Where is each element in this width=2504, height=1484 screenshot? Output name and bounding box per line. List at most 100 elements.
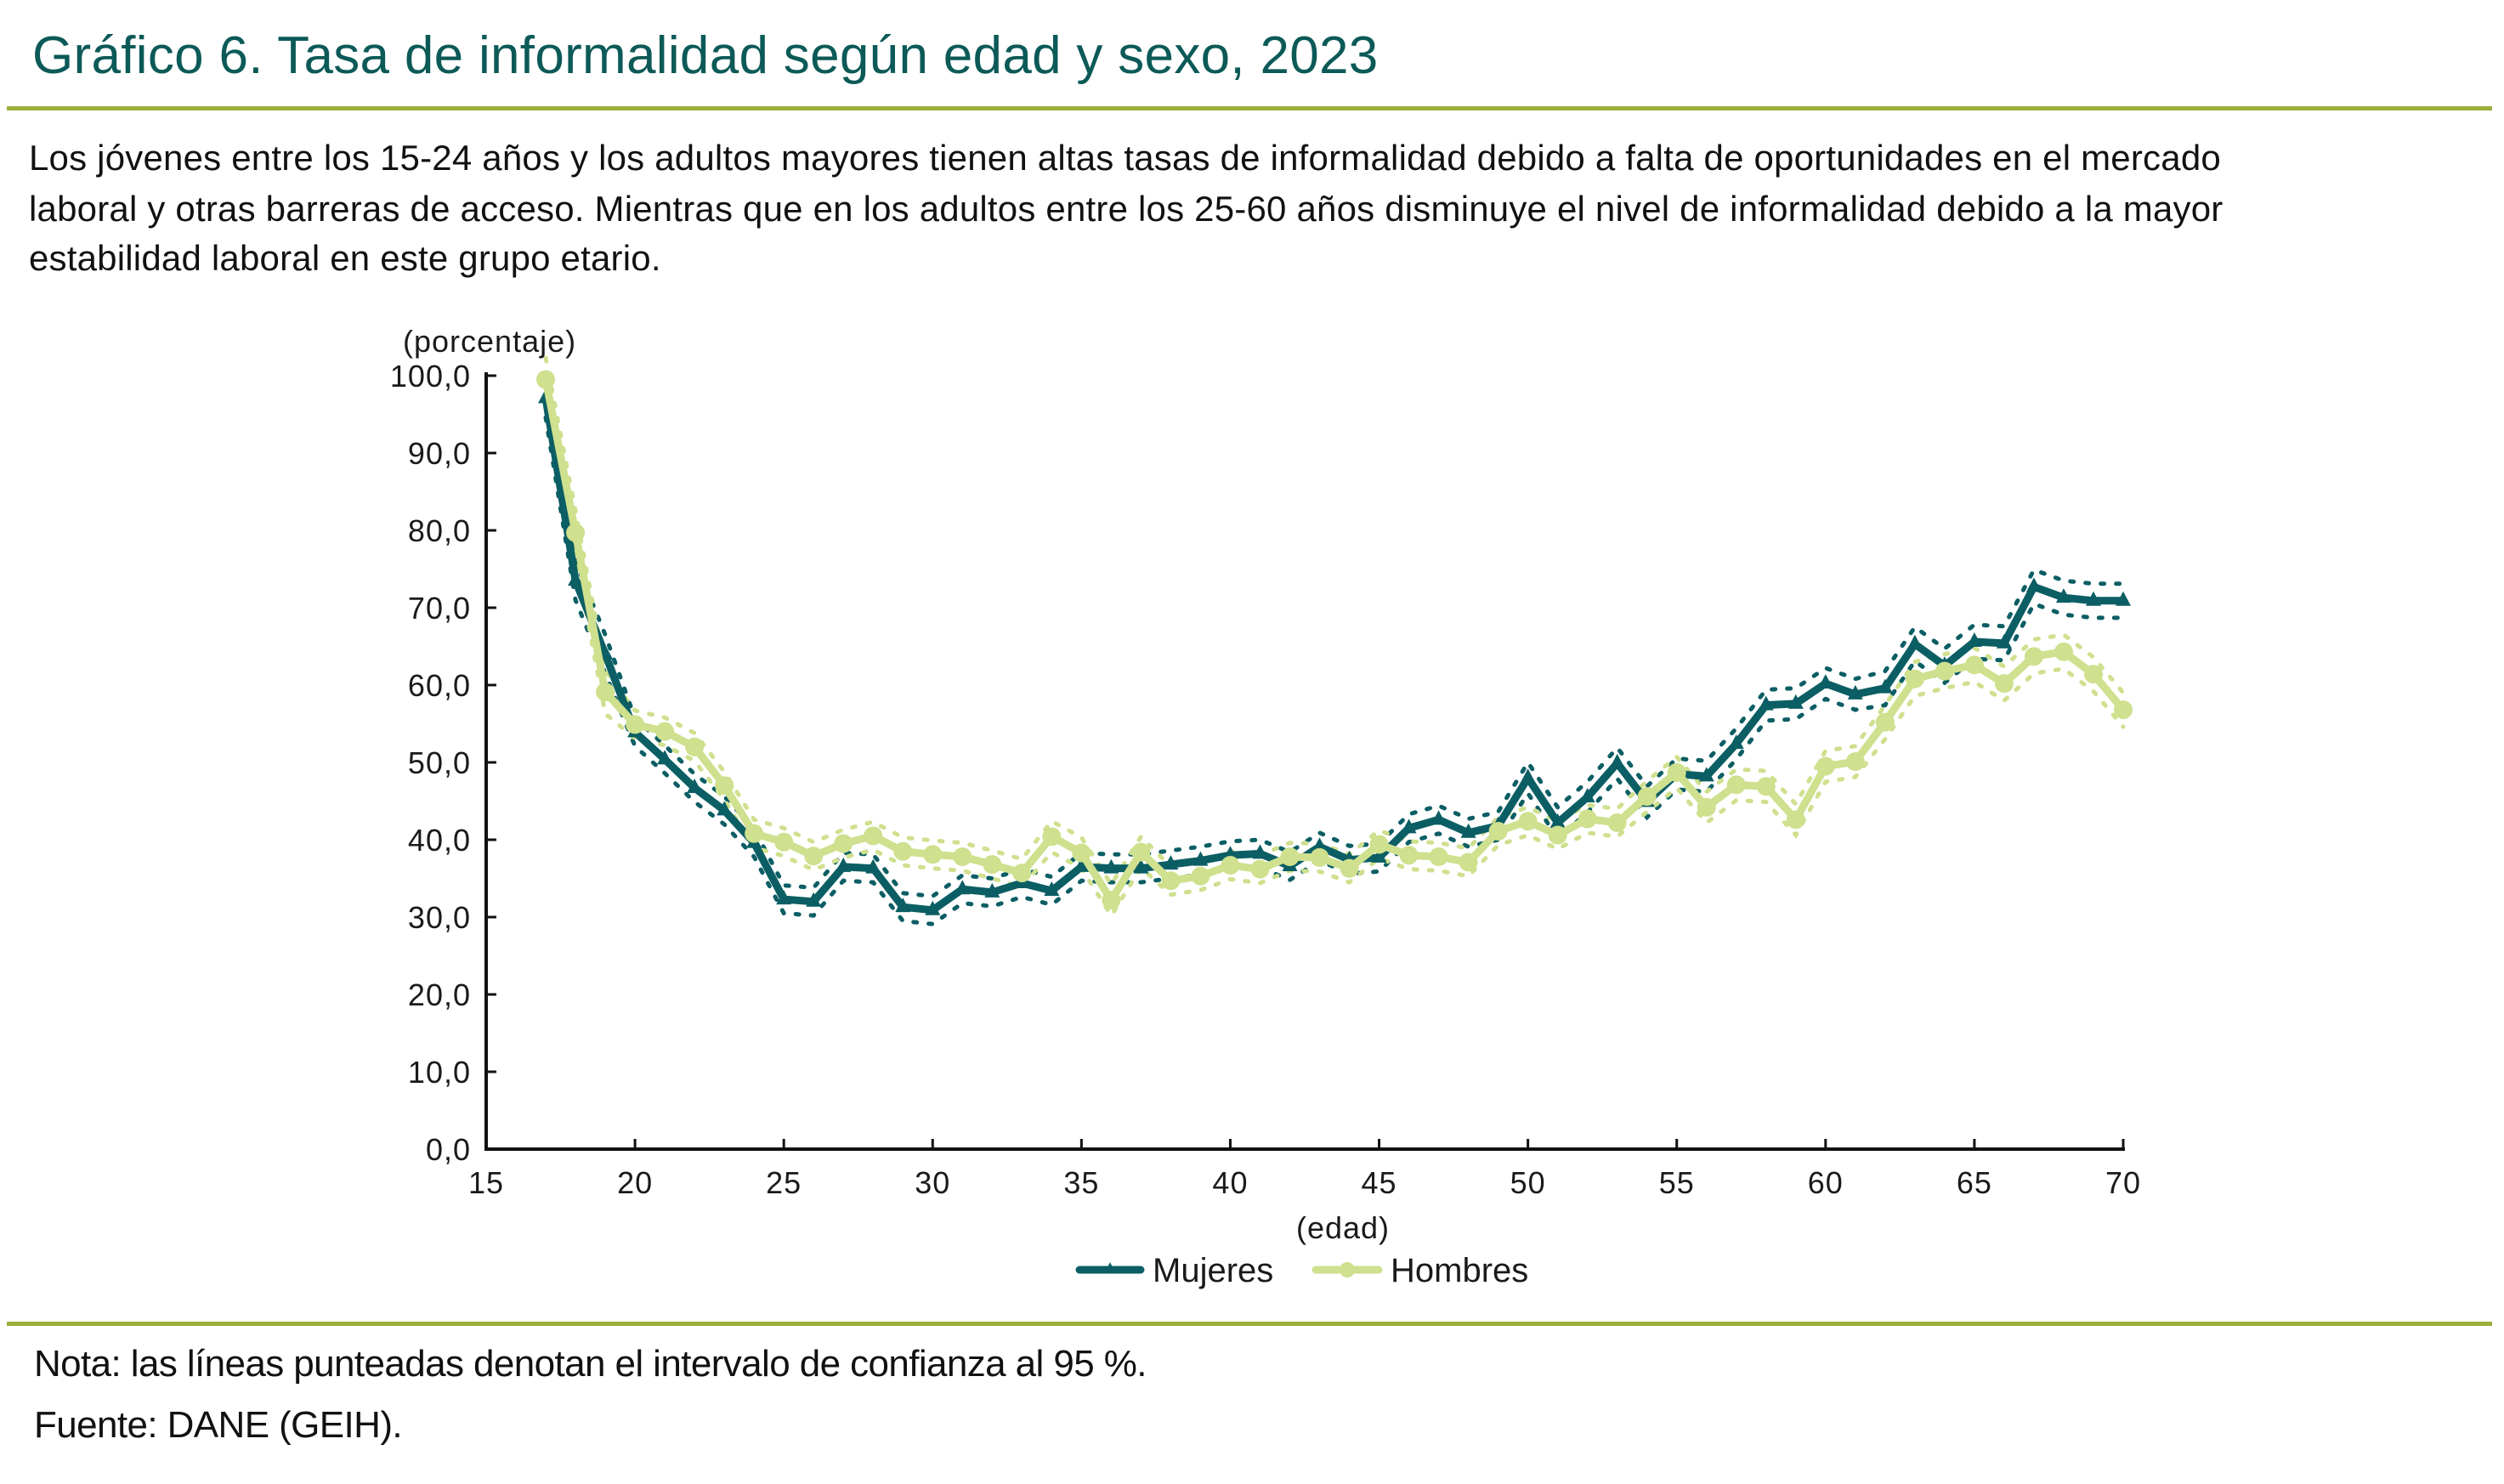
y-tick-label: 80,0 [408, 513, 471, 548]
data-point [1488, 821, 1508, 841]
axes: 0,0 10,0 20,0 30,0 40,0 50,0 60,0 70,0 80,0 90,0 1… [390, 359, 2140, 1200]
x-tick-label: 60 [1808, 1165, 1844, 1200]
data-point [1369, 835, 1389, 854]
data-point [2024, 647, 2043, 666]
data-point [626, 715, 645, 734]
data-point [984, 882, 1000, 898]
series-hombres [536, 370, 2133, 909]
x-tick-label: 20 [617, 1165, 653, 1200]
x-tick-label: 45 [1362, 1165, 1397, 1200]
data-point [1756, 777, 1776, 796]
data-point [1311, 837, 1328, 852]
data-point [1609, 753, 1625, 768]
data-point [1579, 787, 1595, 802]
y-axis-label: (porcentaje) [403, 324, 576, 359]
data-point [1133, 858, 1149, 874]
data-point [536, 370, 556, 389]
data-point [1102, 890, 1121, 909]
data-point [1758, 695, 1774, 711]
ci-upper-hombres [543, 355, 2126, 889]
source-note: Fuente: DANE (GEIH). [34, 1404, 403, 1446]
data-point [836, 857, 852, 872]
line-hombres [541, 378, 2127, 904]
series-mujeres [538, 388, 2131, 915]
data-point [1310, 847, 1329, 867]
data-point [1161, 871, 1181, 891]
data-point [1044, 881, 1060, 897]
y-tick-label: 30,0 [408, 900, 471, 935]
ci-lower-hombres [543, 399, 2126, 920]
y-tick-label: 10,0 [408, 1055, 471, 1090]
data-point [1726, 775, 1746, 795]
data-point [1401, 818, 1417, 834]
data-point [1994, 674, 2014, 694]
data-point [1875, 712, 1895, 732]
data-point [2114, 700, 2133, 720]
data-point [1340, 858, 1359, 878]
data-point [1906, 634, 1923, 649]
title-divider [7, 106, 2492, 110]
line-mujeres [541, 397, 2123, 915]
data-point [1964, 655, 1984, 675]
data-point [657, 750, 673, 765]
y-tick-label: 0,0 [426, 1132, 471, 1167]
data-point [1221, 856, 1240, 875]
data-point [1935, 661, 1954, 681]
x-tick-label: 50 [1510, 1165, 1546, 1200]
description-line-2: laboral y otras barreras de acceso. Mien… [29, 189, 2224, 229]
data-point [1371, 847, 1387, 863]
data-point [1996, 633, 2012, 649]
data-point [1460, 823, 1476, 838]
x-tick-label: 55 [1659, 1165, 1695, 1200]
x-tick-label: 35 [1063, 1165, 1099, 1200]
data-point [834, 834, 853, 853]
data-point [1193, 851, 1209, 866]
data-point [655, 722, 675, 741]
data-point [566, 523, 586, 542]
y-tick-label: 90,0 [408, 436, 471, 471]
series-lines [536, 370, 2133, 915]
data-point [1787, 694, 1804, 709]
x-tick-label: 30 [915, 1165, 950, 1200]
legend: Mujeres Hombres [1075, 1252, 1528, 1289]
data-point [1877, 678, 1893, 694]
data-point [955, 880, 971, 895]
data-point [2055, 588, 2071, 603]
data-point [1637, 787, 1657, 807]
data-point [1103, 858, 1119, 874]
data-point [1430, 810, 1447, 825]
x-tick-label: 65 [1957, 1165, 1992, 1200]
data-point [685, 737, 705, 756]
data-point [1966, 632, 1982, 648]
data-point [983, 855, 1002, 875]
circle-marker-icon [1340, 1262, 1355, 1277]
data-point [1847, 684, 1863, 700]
data-point [864, 826, 883, 846]
description-line-3: estabilidad laboral en este grupo etario… [29, 238, 661, 278]
data-point [776, 890, 792, 905]
data-point [893, 841, 913, 861]
data-point [1578, 809, 1597, 829]
data-point [1667, 762, 1686, 782]
data-point [1728, 734, 1744, 750]
y-tick-label: 100,0 [390, 359, 471, 394]
data-point [2083, 665, 2103, 684]
legend-item-hombres: Hombres [1311, 1252, 1528, 1289]
confidence-intervals [543, 355, 2126, 926]
data-point [865, 858, 881, 874]
data-point [1816, 756, 1835, 776]
data-point [1163, 855, 1179, 870]
data-point [2085, 591, 2101, 606]
data-point [568, 571, 584, 586]
data-point [1012, 864, 1032, 883]
x-tick-label: 15 [468, 1165, 504, 1200]
x-tick-label: 25 [766, 1165, 802, 1200]
data-point [2116, 591, 2131, 606]
triangle-marker-icon [1105, 1262, 1115, 1272]
data-point [925, 900, 941, 915]
y-tick-label: 40,0 [408, 823, 471, 858]
data-point [2025, 577, 2042, 592]
footnote: Nota: las líneas punteadas denotan el in… [34, 1343, 1147, 1385]
data-point [953, 847, 972, 867]
